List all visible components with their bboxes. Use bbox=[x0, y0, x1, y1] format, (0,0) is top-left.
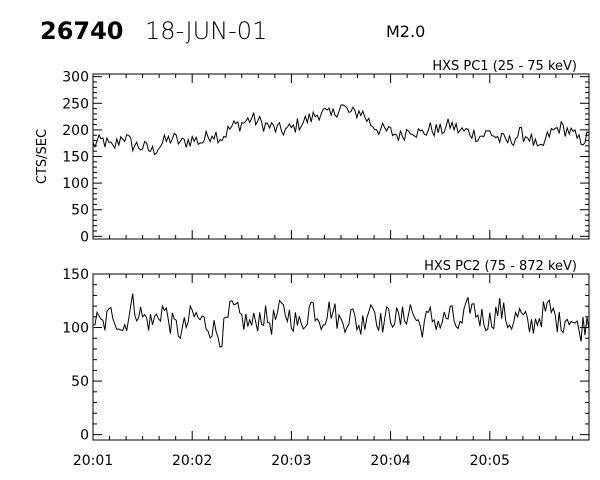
y-tick-label: 150 bbox=[62, 267, 89, 283]
y-tick-label: 300 bbox=[62, 70, 89, 86]
x-tick-label: 20:04 bbox=[370, 453, 410, 469]
chart-header: 26740 18-JUN-01 M2.0 bbox=[0, 0, 600, 50]
y-tick-label: 150 bbox=[62, 150, 89, 166]
panel-frame bbox=[92, 273, 590, 441]
y-tick-label: 100 bbox=[62, 321, 89, 337]
y-tick-label: 50 bbox=[71, 374, 89, 390]
burst-number: 26740 bbox=[40, 17, 124, 45]
x-tick-label: 20:05 bbox=[470, 453, 510, 469]
y-tick-label: 250 bbox=[62, 96, 89, 112]
x-tick-label: 20:03 bbox=[271, 453, 311, 469]
series-line bbox=[92, 293, 590, 348]
x-tick-label: 20:01 bbox=[73, 453, 113, 469]
y-tick-label: 100 bbox=[62, 176, 89, 192]
y-tick-label: 0 bbox=[80, 428, 89, 444]
y-tick-label: 0 bbox=[80, 229, 89, 245]
x-tick-label: 20:02 bbox=[172, 453, 212, 469]
y-tick-label: 200 bbox=[62, 123, 89, 139]
panel-title: HXS PC1 (25 - 75 keV) bbox=[432, 59, 577, 74]
panel-title: HXS PC2 (75 - 872 keV) bbox=[424, 259, 577, 274]
flare-class: M2.0 bbox=[386, 22, 426, 41]
y-tick-label: 50 bbox=[71, 203, 89, 219]
observation-date: 18-JUN-01 bbox=[145, 17, 268, 45]
series-line bbox=[92, 104, 590, 156]
y-axis-label: CTS/SEC bbox=[35, 129, 50, 184]
panel-frame bbox=[92, 73, 590, 240]
